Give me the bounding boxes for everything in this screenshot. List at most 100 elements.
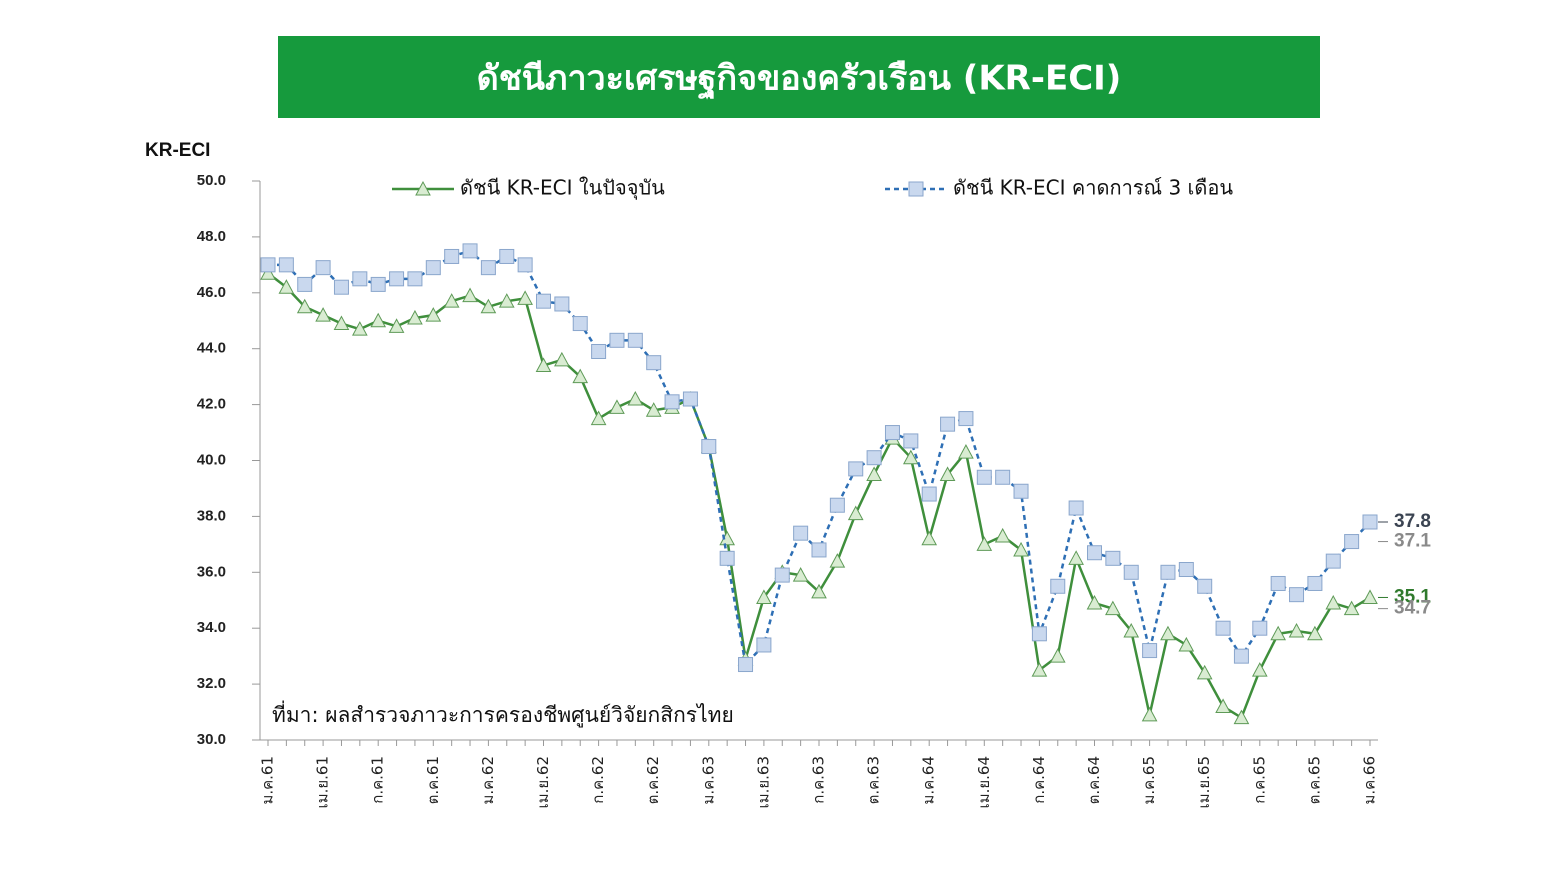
source-note: ที่มา: ผลสำรวจภาวะการครองชีพศูนย์วิจัยกส… — [272, 700, 734, 728]
x-tick-label: ม.ค.62 — [479, 756, 497, 805]
marker — [1362, 514, 1378, 530]
marker — [425, 260, 441, 276]
marker — [829, 497, 845, 513]
x-tick-label: ต.ค.63 — [865, 756, 883, 804]
title-banner — [278, 36, 1320, 118]
marker — [1123, 564, 1139, 580]
marker — [352, 271, 368, 287]
x-tick-label: เม.ย.63 — [754, 756, 772, 808]
marker — [407, 309, 423, 325]
x-tick-label: เม.ย.62 — [534, 756, 552, 808]
marker — [1178, 562, 1194, 578]
marker — [554, 351, 570, 367]
y-tick-label: 34.0 — [197, 619, 226, 636]
y-axis-title: KR-ECI — [145, 140, 210, 161]
marker — [646, 355, 662, 371]
marker — [1307, 575, 1323, 591]
marker — [1123, 622, 1140, 638]
marker — [333, 279, 349, 295]
marker — [370, 276, 386, 292]
marker — [627, 390, 644, 406]
y-tick-label: 50.0 — [197, 172, 226, 189]
marker — [1233, 709, 1250, 725]
marker — [1013, 541, 1029, 557]
marker — [1215, 698, 1231, 713]
marker — [1344, 534, 1360, 550]
y-tick-label: 38.0 — [197, 507, 226, 524]
x-tick-label: เม.ย.61 — [314, 756, 332, 808]
marker — [1160, 625, 1176, 641]
marker — [260, 257, 276, 273]
marker — [572, 316, 588, 332]
x-tick-label: ม.ค.63 — [699, 756, 717, 805]
marker — [1178, 636, 1195, 652]
marker — [719, 550, 735, 566]
marker — [1289, 587, 1305, 603]
marker — [535, 357, 552, 372]
marker — [645, 402, 662, 417]
marker — [847, 505, 864, 521]
marker — [536, 293, 551, 309]
marker — [848, 461, 864, 477]
marker — [1013, 483, 1029, 499]
marker — [1270, 625, 1287, 641]
x-tick-label: ม.ค.65 — [1140, 756, 1158, 805]
marker — [792, 567, 809, 582]
marker — [480, 298, 497, 314]
marker — [609, 399, 625, 414]
marker — [921, 486, 937, 502]
marker — [774, 567, 790, 583]
marker — [627, 332, 643, 348]
marker — [1050, 578, 1066, 594]
marker — [370, 312, 387, 328]
y-tick-label: 30.0 — [197, 731, 226, 748]
legend-label: ดัชนี KR-ECI คาดการณ์ 3 เดือน — [953, 176, 1233, 200]
marker — [1288, 622, 1305, 638]
marker — [866, 466, 882, 481]
marker — [793, 525, 809, 541]
marker — [278, 257, 294, 273]
x-tick-label: ก.ค.65 — [1250, 756, 1268, 804]
marker — [407, 271, 423, 287]
x-tick-label: ม.ค.64 — [920, 756, 938, 805]
y-tick-label: 42.0 — [197, 396, 226, 413]
marker — [444, 248, 460, 264]
x-tick-label: ม.ค.61 — [259, 756, 277, 805]
marker — [976, 536, 993, 551]
marker — [682, 391, 698, 407]
marker — [480, 260, 496, 276]
marker — [719, 530, 736, 546]
marker — [462, 243, 478, 259]
marker — [1068, 550, 1084, 565]
marker — [939, 466, 956, 481]
marker — [517, 290, 533, 305]
marker — [315, 260, 331, 276]
marker — [756, 589, 772, 604]
end-label: 35.1 — [1394, 586, 1431, 607]
legend-label: ดัชนี KR-ECI ในปัจจุบัน — [460, 176, 665, 201]
marker — [462, 287, 478, 303]
marker — [811, 583, 827, 599]
marker — [738, 657, 754, 673]
y-tick-label: 40.0 — [197, 451, 226, 468]
x-tick-label: เม.ย.64 — [975, 756, 993, 808]
x-tick-label: ต.ค.62 — [644, 756, 662, 804]
marker — [1251, 662, 1268, 677]
marker — [1142, 643, 1158, 659]
marker — [443, 293, 460, 308]
marker — [1049, 648, 1066, 663]
end-label: 37.8 — [1394, 511, 1431, 532]
x-tick-label: ก.ค.64 — [1030, 756, 1048, 804]
marker — [994, 527, 1011, 543]
marker — [1087, 545, 1102, 561]
x-tick-label: ต.ค.61 — [424, 756, 442, 804]
end-label: 37.1 — [1394, 531, 1431, 552]
y-tick-label: 32.0 — [197, 675, 226, 692]
x-tick-label: ก.ค.62 — [589, 756, 607, 804]
marker — [1068, 500, 1084, 516]
marker — [903, 433, 919, 449]
marker — [1031, 662, 1048, 677]
marker — [995, 469, 1011, 485]
